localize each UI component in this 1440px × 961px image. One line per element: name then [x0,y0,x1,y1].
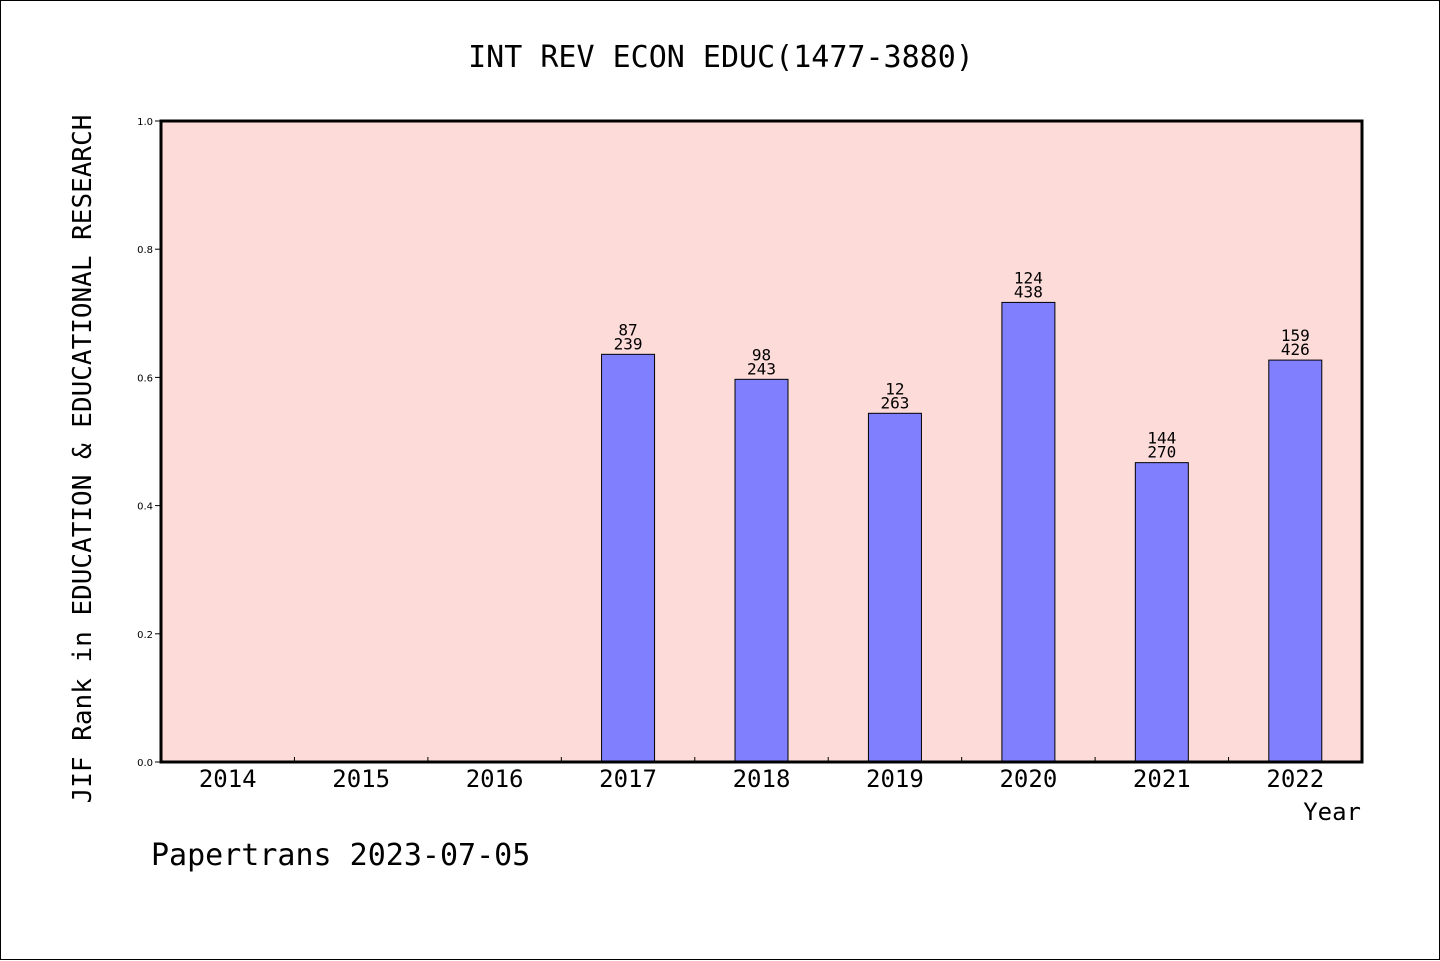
footer-stamp: Papertrans 2023-07-05 [151,838,530,873]
x-axis-label: Year [1303,798,1361,826]
bar-2020 [1001,301,1056,763]
x-tick-label: 2016 [466,765,524,793]
x-tick-label: 2017 [599,765,657,793]
x-tick-label: 2015 [332,765,390,793]
y-axis-ticks: 0.0 0.2 0.4 0.6 0.8 1.0 [137,117,161,769]
y-tick-label: 0.8 [137,245,153,256]
x-tick-label: 2021 [1133,765,1191,793]
bar-2022 [1268,359,1323,763]
chart-title: INT REV ECON EDUC(1477-3880) [468,40,974,75]
bar-rank-label: 159 [1281,326,1310,345]
bar-2017 [601,353,656,763]
bar-total-label: 263 [880,393,909,412]
bar-rank-label: 98 [752,345,771,364]
bar-2021 [1134,462,1189,763]
bar-rank-label: 87 [618,320,637,339]
y-tick-label: 0.6 [137,373,153,384]
x-tick-label: 2018 [733,765,791,793]
bar-rank-label: 12 [885,379,904,398]
x-tick-label: 2020 [999,765,1057,793]
x-tick-label: 2019 [866,765,924,793]
bar-total-label: 426 [1281,340,1310,359]
bar-total-label: 239 [614,334,643,353]
bar-2019 [867,412,922,763]
x-tick-label: 2014 [199,765,257,793]
bar-total-label: 243 [747,359,776,378]
y-tick-label: 0.0 [137,758,153,769]
bar-2018 [734,378,789,763]
y-tick-label: 0.4 [137,502,153,513]
y-tick-label: 0.2 [137,630,153,641]
bar-rank-label: 124 [1014,268,1043,287]
bar-total-label: 438 [1014,282,1043,301]
y-tick-label: 1.0 [137,117,153,128]
y-axis-label: JIF Rank in EDUCATION & EDUCATIONAL RESE… [68,115,98,804]
x-axis-ticks: 2014 2015 2016 2017 2018 2019 2020 2021 2022 [199,757,1324,793]
bar-rank-label: 144 [1147,429,1176,448]
plot-border [159,119,1364,764]
x-tick-label: 2022 [1266,765,1324,793]
bar-total-label: 270 [1147,443,1176,462]
